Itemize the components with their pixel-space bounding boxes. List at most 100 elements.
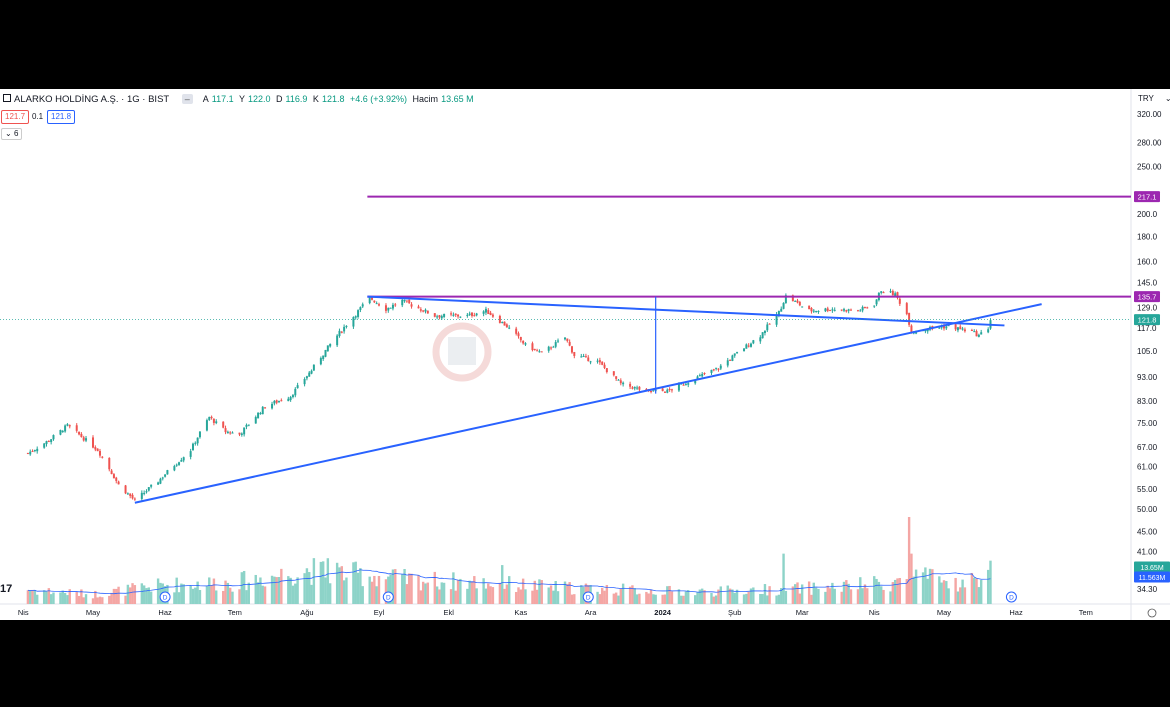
candle xyxy=(26,453,29,455)
volume-bar xyxy=(498,582,502,604)
candle xyxy=(710,369,713,373)
candle xyxy=(401,299,404,306)
volume-label: 13.65M xyxy=(1140,565,1164,572)
watermark-logo-icon xyxy=(448,337,476,365)
dividend-marker-icon[interactable] xyxy=(382,591,394,603)
volume-bar xyxy=(742,594,746,604)
volume-bar xyxy=(31,589,34,604)
x-tick-label: Mar xyxy=(796,608,809,617)
buy-button[interactable]: 121.8 xyxy=(47,110,76,124)
candle xyxy=(47,441,50,443)
candle xyxy=(59,429,62,435)
volume-bar xyxy=(296,577,299,604)
candle xyxy=(387,307,390,311)
volume-bar xyxy=(319,561,323,604)
candle xyxy=(522,340,525,344)
volume-bar xyxy=(921,572,925,604)
volume-bar xyxy=(961,579,964,604)
candle xyxy=(466,314,469,316)
price-chart[interactable]: 320.00 280.00 250.00 200.0 180.0 160.0 145.0 12… xyxy=(0,89,1170,620)
volume-bar xyxy=(654,594,657,604)
volume-bar xyxy=(131,583,134,604)
candle xyxy=(896,292,899,298)
volume-bar xyxy=(517,587,520,604)
candle xyxy=(961,328,964,330)
candle xyxy=(750,343,753,347)
candle xyxy=(970,330,973,332)
candle xyxy=(131,494,134,499)
volume-bar xyxy=(824,591,827,604)
candle xyxy=(375,303,378,305)
volume-bar xyxy=(294,583,297,604)
volume-bar xyxy=(612,593,616,604)
candle xyxy=(926,329,929,332)
candle xyxy=(238,432,241,435)
collapse-icon[interactable]: – xyxy=(181,94,193,104)
volume-bar xyxy=(619,588,623,604)
volume-bar xyxy=(891,582,895,604)
settings-icon[interactable] xyxy=(1147,608,1157,618)
candle xyxy=(140,492,143,499)
candle xyxy=(354,316,357,318)
symbol-title[interactable]: ALARKO HOLDİNG A.Ş. · 1G · BIST xyxy=(14,94,170,105)
candle xyxy=(229,432,232,434)
y-tick-label: 41.00 xyxy=(1137,547,1158,556)
candle xyxy=(524,343,527,345)
candle xyxy=(271,403,274,409)
currency-selector[interactable]: TRY ⌄ xyxy=(1138,94,1170,103)
candle xyxy=(801,306,804,308)
candle xyxy=(473,315,476,317)
volume-bar xyxy=(791,586,795,604)
volume-bar xyxy=(110,592,113,604)
candle xyxy=(766,324,769,331)
sell-button[interactable]: 121.7 xyxy=(1,110,30,124)
indicators-toggle[interactable]: ⌄ 6 xyxy=(1,128,23,140)
candle xyxy=(566,338,569,342)
volume-bar xyxy=(66,595,69,604)
volume-bar xyxy=(752,587,755,604)
candle xyxy=(557,340,560,342)
volume-bar xyxy=(182,584,185,604)
volume-bar xyxy=(535,589,539,604)
candle xyxy=(212,419,215,423)
trendline[interactable] xyxy=(134,303,1042,504)
volume-bar xyxy=(305,568,309,604)
candle xyxy=(359,307,362,310)
watermark-logo-icon xyxy=(432,322,492,382)
volume-bar xyxy=(928,568,932,604)
candle xyxy=(768,323,771,325)
candle xyxy=(501,322,504,324)
volume-ma-line xyxy=(27,569,991,595)
candle xyxy=(938,327,941,329)
volume-bar xyxy=(287,576,290,604)
candle xyxy=(440,316,443,319)
dividend-marker-icon[interactable] xyxy=(1005,591,1017,603)
candle xyxy=(752,340,755,344)
volume-bar xyxy=(342,580,346,604)
low-value: 116.9 xyxy=(285,94,308,104)
candle xyxy=(582,356,585,358)
tradingview-logo-icon: 17 xyxy=(0,583,12,595)
candle xyxy=(436,316,439,318)
volume-bar xyxy=(580,585,583,604)
candle xyxy=(159,478,162,484)
candle xyxy=(622,382,625,385)
volume-bar xyxy=(356,572,360,604)
x-tick-label: Şub xyxy=(728,608,741,617)
volume-bar xyxy=(231,591,234,604)
dividend-marker-icon[interactable] xyxy=(582,591,594,603)
chart-panel[interactable]: 320.00 280.00 250.00 200.0 180.0 160.0 145.0 12… xyxy=(0,89,1170,620)
candle xyxy=(319,358,322,365)
candle xyxy=(33,450,36,452)
candle xyxy=(336,335,339,346)
candle xyxy=(573,351,576,356)
dividend-marker-icon[interactable] xyxy=(159,591,171,603)
trendline[interactable] xyxy=(367,295,1005,327)
candle xyxy=(538,351,541,353)
candle xyxy=(947,325,950,327)
candle xyxy=(736,352,739,354)
candle xyxy=(717,368,720,370)
candle xyxy=(784,295,787,304)
candle xyxy=(178,462,181,465)
candle xyxy=(50,439,53,443)
